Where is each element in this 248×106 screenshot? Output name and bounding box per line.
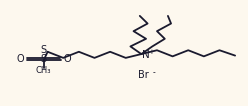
Text: N: N xyxy=(142,50,150,60)
Text: S: S xyxy=(41,54,47,64)
Text: -: - xyxy=(152,68,155,77)
Text: O: O xyxy=(63,54,71,64)
Text: CH₃: CH₃ xyxy=(36,66,51,75)
Text: S: S xyxy=(40,45,46,56)
Text: Br: Br xyxy=(138,70,149,80)
Text: +: + xyxy=(149,49,155,55)
Text: O: O xyxy=(17,54,24,64)
